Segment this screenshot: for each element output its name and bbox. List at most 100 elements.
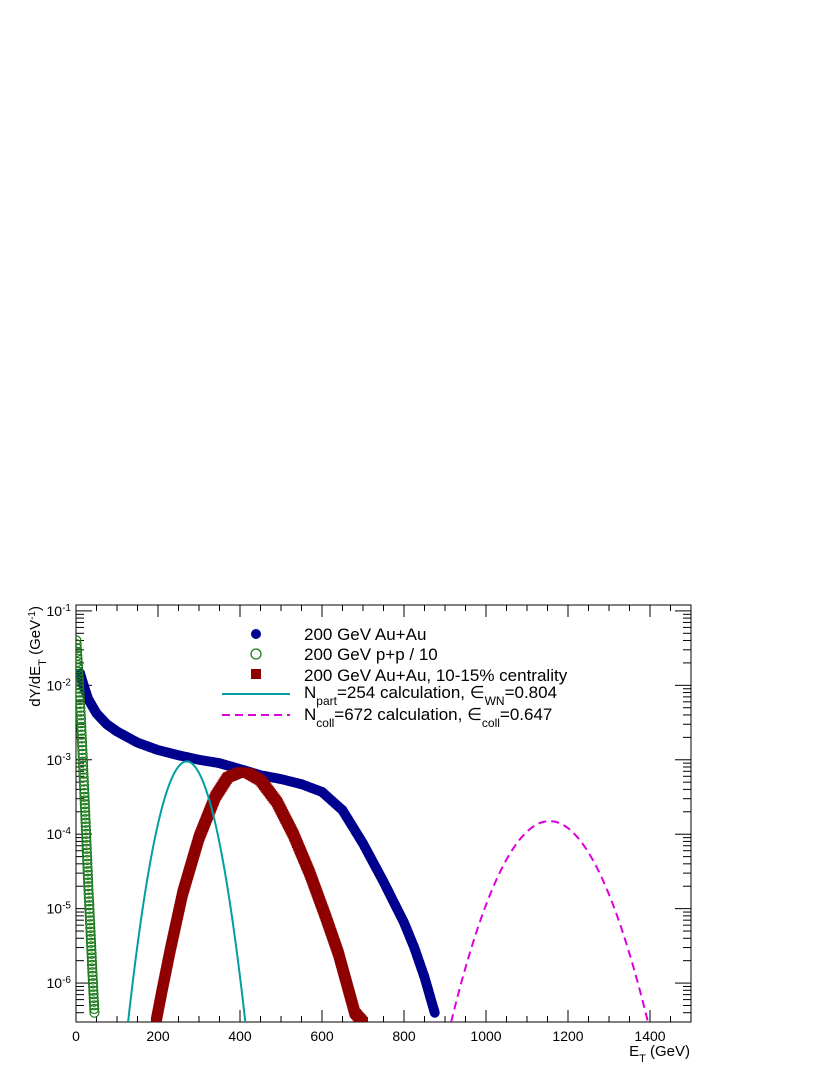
data-point [76,639,82,650]
data-point [86,956,97,967]
x-axis-ticks [75,605,692,1022]
data-point [78,768,89,779]
data-point [83,884,94,896]
y-tick-label: 10-5 [47,900,72,917]
data-point [82,869,93,881]
data-point [82,862,93,873]
data-point [80,828,92,840]
data-point [88,985,99,996]
data-point [81,836,92,847]
data-point [76,721,87,733]
data-point [79,799,90,810]
data-point [85,919,96,930]
y-tick-label: 10-3 [47,751,72,768]
data-point [76,680,85,691]
data-point [76,714,87,725]
data-point [79,791,90,802]
legend-label-npart: Npart=254 calculation, ∈WN=0.804 [304,683,557,708]
y-axis-tick-labels: 10-6 10-5 10-4 10-3 10-2 10-1 [47,602,72,991]
legend-label-auau: 200 GeV Au+Au [304,625,426,644]
data-point [76,676,84,687]
data-point [89,1007,100,1018]
data-point [76,666,84,677]
data-point [82,854,93,866]
data-point [76,695,85,706]
x-tick-label: 400 [228,1028,252,1044]
data-point [86,941,97,952]
data-point [77,744,88,756]
x-axis-title: ET (GeV) [629,1043,690,1065]
series-4 [450,820,649,1022]
curve-line [127,760,247,1022]
data-point [358,1017,368,1022]
data-point [81,851,93,862]
legend-marker-auau-central [251,669,261,679]
data-point [76,698,86,710]
legend-marker-auau [251,629,261,639]
data-point [80,810,91,821]
data-point [88,992,99,1004]
data-point [83,888,94,899]
data-point [76,643,82,654]
legend-label-pp: 200 GeV p+p / 10 [304,645,438,664]
data-point [76,729,87,740]
data-point [80,817,91,828]
data-point [76,710,86,721]
y-tick-label: 10-4 [47,826,72,843]
data-point [76,683,85,694]
data-point [80,821,91,832]
data-point [87,978,99,989]
data-point [87,974,98,985]
series-2 [150,767,368,1022]
data-point [84,915,96,926]
data-point [76,702,86,713]
y-tick-label: 10-1 [47,602,72,619]
series-1 [76,635,100,1018]
data-point [81,839,92,851]
data-point [88,1000,100,1011]
data-point [79,784,90,795]
data-point [85,937,97,948]
data-point [429,1007,440,1018]
legend-marker-pp [250,648,262,660]
data-point [83,892,94,903]
data-point [82,873,94,884]
data-point [85,922,96,934]
x-axis-tick-labels: 0 200 400 600 800 1000 1200 1400 [72,1028,666,1044]
data-point [80,806,91,817]
data-point [77,748,88,759]
x-tick-label: 1400 [634,1028,665,1044]
x-tick-label: 0 [72,1028,80,1044]
data-point [85,926,96,937]
data-point [78,764,89,775]
data-point [86,948,97,959]
y-axis-title: dY/dET (GeV-1) [27,606,50,707]
data-point [78,776,89,787]
data-point [76,733,87,744]
data-point [76,737,88,748]
legend-label-ncoll: Ncoll=672 calculation, ∈coll=0.647 [304,705,552,730]
series-0 [76,668,440,1018]
data-point [80,825,92,836]
data-point [76,673,84,684]
series-layer [76,635,649,1022]
data-point [84,903,95,915]
data-point [85,930,96,941]
curve-line [450,820,649,1022]
data-point [81,847,92,858]
data-point [86,952,97,963]
data-point [76,656,83,668]
data-point [82,858,93,869]
data-point [79,787,90,799]
data-point [88,989,99,1000]
data-point [76,659,83,671]
x-tick-label: 600 [310,1028,334,1044]
data-point [88,996,99,1007]
series-3 [127,760,247,1022]
data-point [79,802,91,814]
data-point [85,933,96,945]
data-point [86,944,97,956]
data-point [84,907,95,918]
legend: 200 GeV Au+Au 200 GeV p+p / 10 200 GeV A… [222,625,568,730]
